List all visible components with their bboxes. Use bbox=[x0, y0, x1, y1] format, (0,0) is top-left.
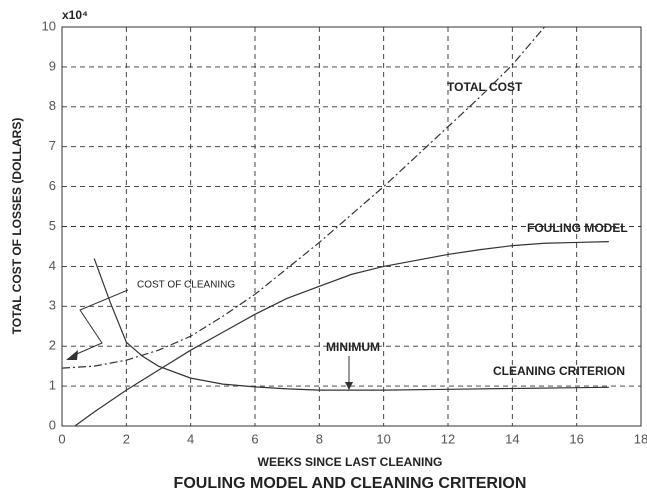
y-tick-label: 1 bbox=[49, 378, 56, 393]
arrowhead bbox=[66, 350, 78, 360]
annotation: MINIMUM bbox=[326, 340, 380, 354]
annotation: COST OF CLEANING bbox=[137, 280, 235, 291]
x-tick-label: 18 bbox=[634, 431, 647, 446]
y-tick-label: 2 bbox=[49, 338, 56, 353]
series-label: CLEANING CRITERION bbox=[493, 364, 625, 378]
y-tick-label: 8 bbox=[49, 98, 56, 113]
x-axis-label: WEEKS SINCE LAST CLEANING bbox=[258, 455, 443, 469]
chart-title: FOULING MODEL AND CLEANING CRITERION bbox=[174, 475, 527, 492]
x-tick-label: 0 bbox=[58, 431, 65, 446]
y-tick-label: 6 bbox=[49, 178, 56, 193]
x-tick-label: 4 bbox=[187, 431, 194, 446]
x-tick-label: 2 bbox=[123, 431, 130, 446]
y-tick-label: 9 bbox=[49, 58, 56, 73]
x-tick-label: 8 bbox=[316, 431, 323, 446]
x-tick-label: 6 bbox=[251, 431, 258, 446]
series-line bbox=[93, 258, 609, 391]
y-tick-label: 4 bbox=[49, 258, 56, 273]
y-tick-label: 7 bbox=[49, 138, 56, 153]
series-label: FOULING MODEL bbox=[527, 221, 628, 235]
y-multiplier: x10⁴ bbox=[62, 8, 88, 22]
x-tick-label: 16 bbox=[569, 431, 583, 446]
y-tick-label: 10 bbox=[42, 18, 56, 33]
arrowhead bbox=[345, 382, 353, 390]
x-tick-label: 14 bbox=[505, 431, 519, 446]
annotation-arrow bbox=[71, 289, 129, 357]
y-tick-label: 5 bbox=[49, 218, 56, 233]
y-tick-label: 0 bbox=[49, 417, 56, 432]
series-line bbox=[61, 26, 545, 369]
x-tick-label: 12 bbox=[441, 431, 455, 446]
series-line bbox=[74, 241, 609, 427]
y-axis-label: TOTAL COST OF LOSSES (DOLLARS) bbox=[10, 118, 24, 335]
series-label: TOTAL COST bbox=[447, 80, 523, 94]
x-tick-label: 10 bbox=[376, 431, 390, 446]
y-tick-label: 3 bbox=[49, 298, 56, 313]
